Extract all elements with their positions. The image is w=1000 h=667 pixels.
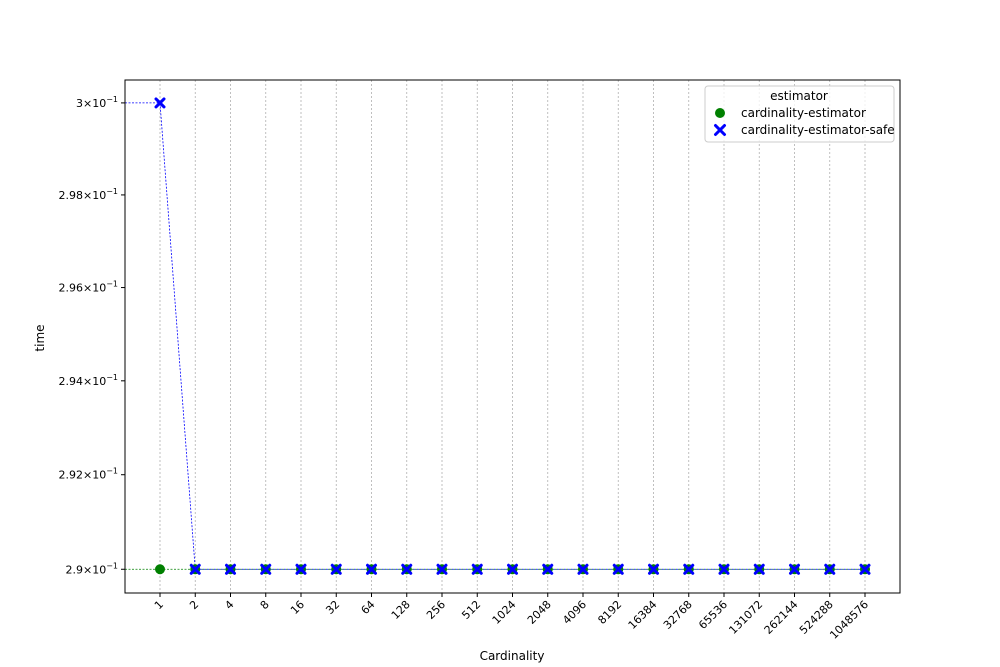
x-tick-label: 2 — [187, 598, 201, 612]
x-tick-label: 256 — [424, 598, 448, 622]
x-axis-label: Cardinality — [480, 649, 545, 663]
point-cardinality-estimator-safe — [577, 563, 589, 575]
point-cardinality-estimator-safe — [718, 563, 730, 575]
x-tick-label: 8 — [258, 598, 272, 612]
point-cardinality-estimator-safe — [542, 563, 554, 575]
x-axis: 1 2 4 8 16 32 64 128 256 512 1024 2048 4096 8192 16384… — [152, 593, 871, 642]
y-tick-label: 2.9×10−1 — [65, 561, 118, 576]
y-tick-label: 2.92×10−1 — [58, 467, 118, 482]
y-tick-label: 3×10−1 — [76, 95, 118, 110]
x-tick-label: 65536 — [696, 598, 730, 632]
y-tick-label: 2.98×10−1 — [58, 187, 118, 202]
point-cardinality-estimator-safe — [753, 563, 765, 575]
legend-marker-cardinality-estimator — [715, 108, 725, 118]
point-cardinality-estimator-safe — [612, 563, 624, 575]
point-cardinality-estimator-safe — [824, 563, 836, 575]
point-cardinality-estimator — [155, 564, 165, 575]
point-cardinality-estimator-safe — [225, 563, 236, 575]
y-tick-label: 2.94×10−1 — [58, 373, 118, 388]
x-tick-label: 128 — [389, 598, 413, 622]
x-tick-label: 64 — [359, 598, 378, 617]
legend-title: estimator — [770, 89, 828, 103]
point-cardinality-estimator-safe — [366, 563, 377, 575]
legend: estimator cardinality-estimator cardinal… — [704, 85, 895, 143]
y-axis-label: time — [33, 324, 47, 351]
legend-box — [704, 85, 895, 143]
series-marks-layer — [154, 97, 871, 575]
legend-marker-cardinality-estimator-safe — [714, 124, 726, 136]
point-cardinality-estimator-safe — [507, 563, 518, 575]
series-line-cardinality-estimator-safe — [125, 102, 865, 570]
point-cardinality-estimator-safe — [648, 563, 659, 575]
point-cardinality-estimator-safe — [189, 563, 201, 575]
point-cardinality-estimator-safe — [295, 563, 307, 575]
x-tick-label: 8192 — [595, 598, 624, 627]
x-tick-label: 32768 — [661, 598, 695, 632]
x-tick-label: 512 — [459, 598, 483, 622]
x-tick-label: 131072 — [726, 598, 765, 637]
x-tick-label: 16 — [288, 598, 307, 617]
point-cardinality-estimator-safe — [154, 97, 166, 109]
legend-label-cardinality-estimator: cardinality-estimator — [741, 106, 866, 120]
x-tick-label: 262144 — [762, 598, 801, 637]
y-tick-label: 2.96×10−1 — [58, 280, 118, 295]
point-cardinality-estimator-safe — [436, 563, 448, 575]
point-cardinality-estimator-safe — [683, 563, 695, 575]
point-cardinality-estimator-safe — [260, 563, 272, 575]
x-tick-label: 2048 — [525, 598, 554, 627]
grid-layer — [159, 80, 866, 593]
point-cardinality-estimator-safe — [401, 563, 413, 575]
x-tick-label: 4 — [222, 598, 236, 612]
x-tick-label: 32 — [323, 598, 342, 617]
point-cardinality-estimator-safe — [471, 563, 483, 575]
point-cardinality-estimator-safe — [859, 563, 871, 575]
x-tick-label: 4096 — [560, 598, 589, 627]
y-axis: 2.9×10−1 2.92×10−1 2.94×10−1 2.96×10−1 2.98×… — [58, 95, 125, 576]
point-cardinality-estimator-safe — [330, 563, 342, 575]
series-lines-layer — [125, 102, 865, 570]
x-tick-label: 1048576 — [827, 598, 871, 642]
x-tick-label: 16384 — [626, 598, 660, 632]
x-tick-label: 1024 — [490, 598, 519, 627]
point-cardinality-estimator-safe — [789, 563, 800, 575]
legend-label-cardinality-estimator-safe: cardinality-estimator-safe — [741, 123, 895, 137]
x-tick-label: 1 — [152, 598, 166, 612]
